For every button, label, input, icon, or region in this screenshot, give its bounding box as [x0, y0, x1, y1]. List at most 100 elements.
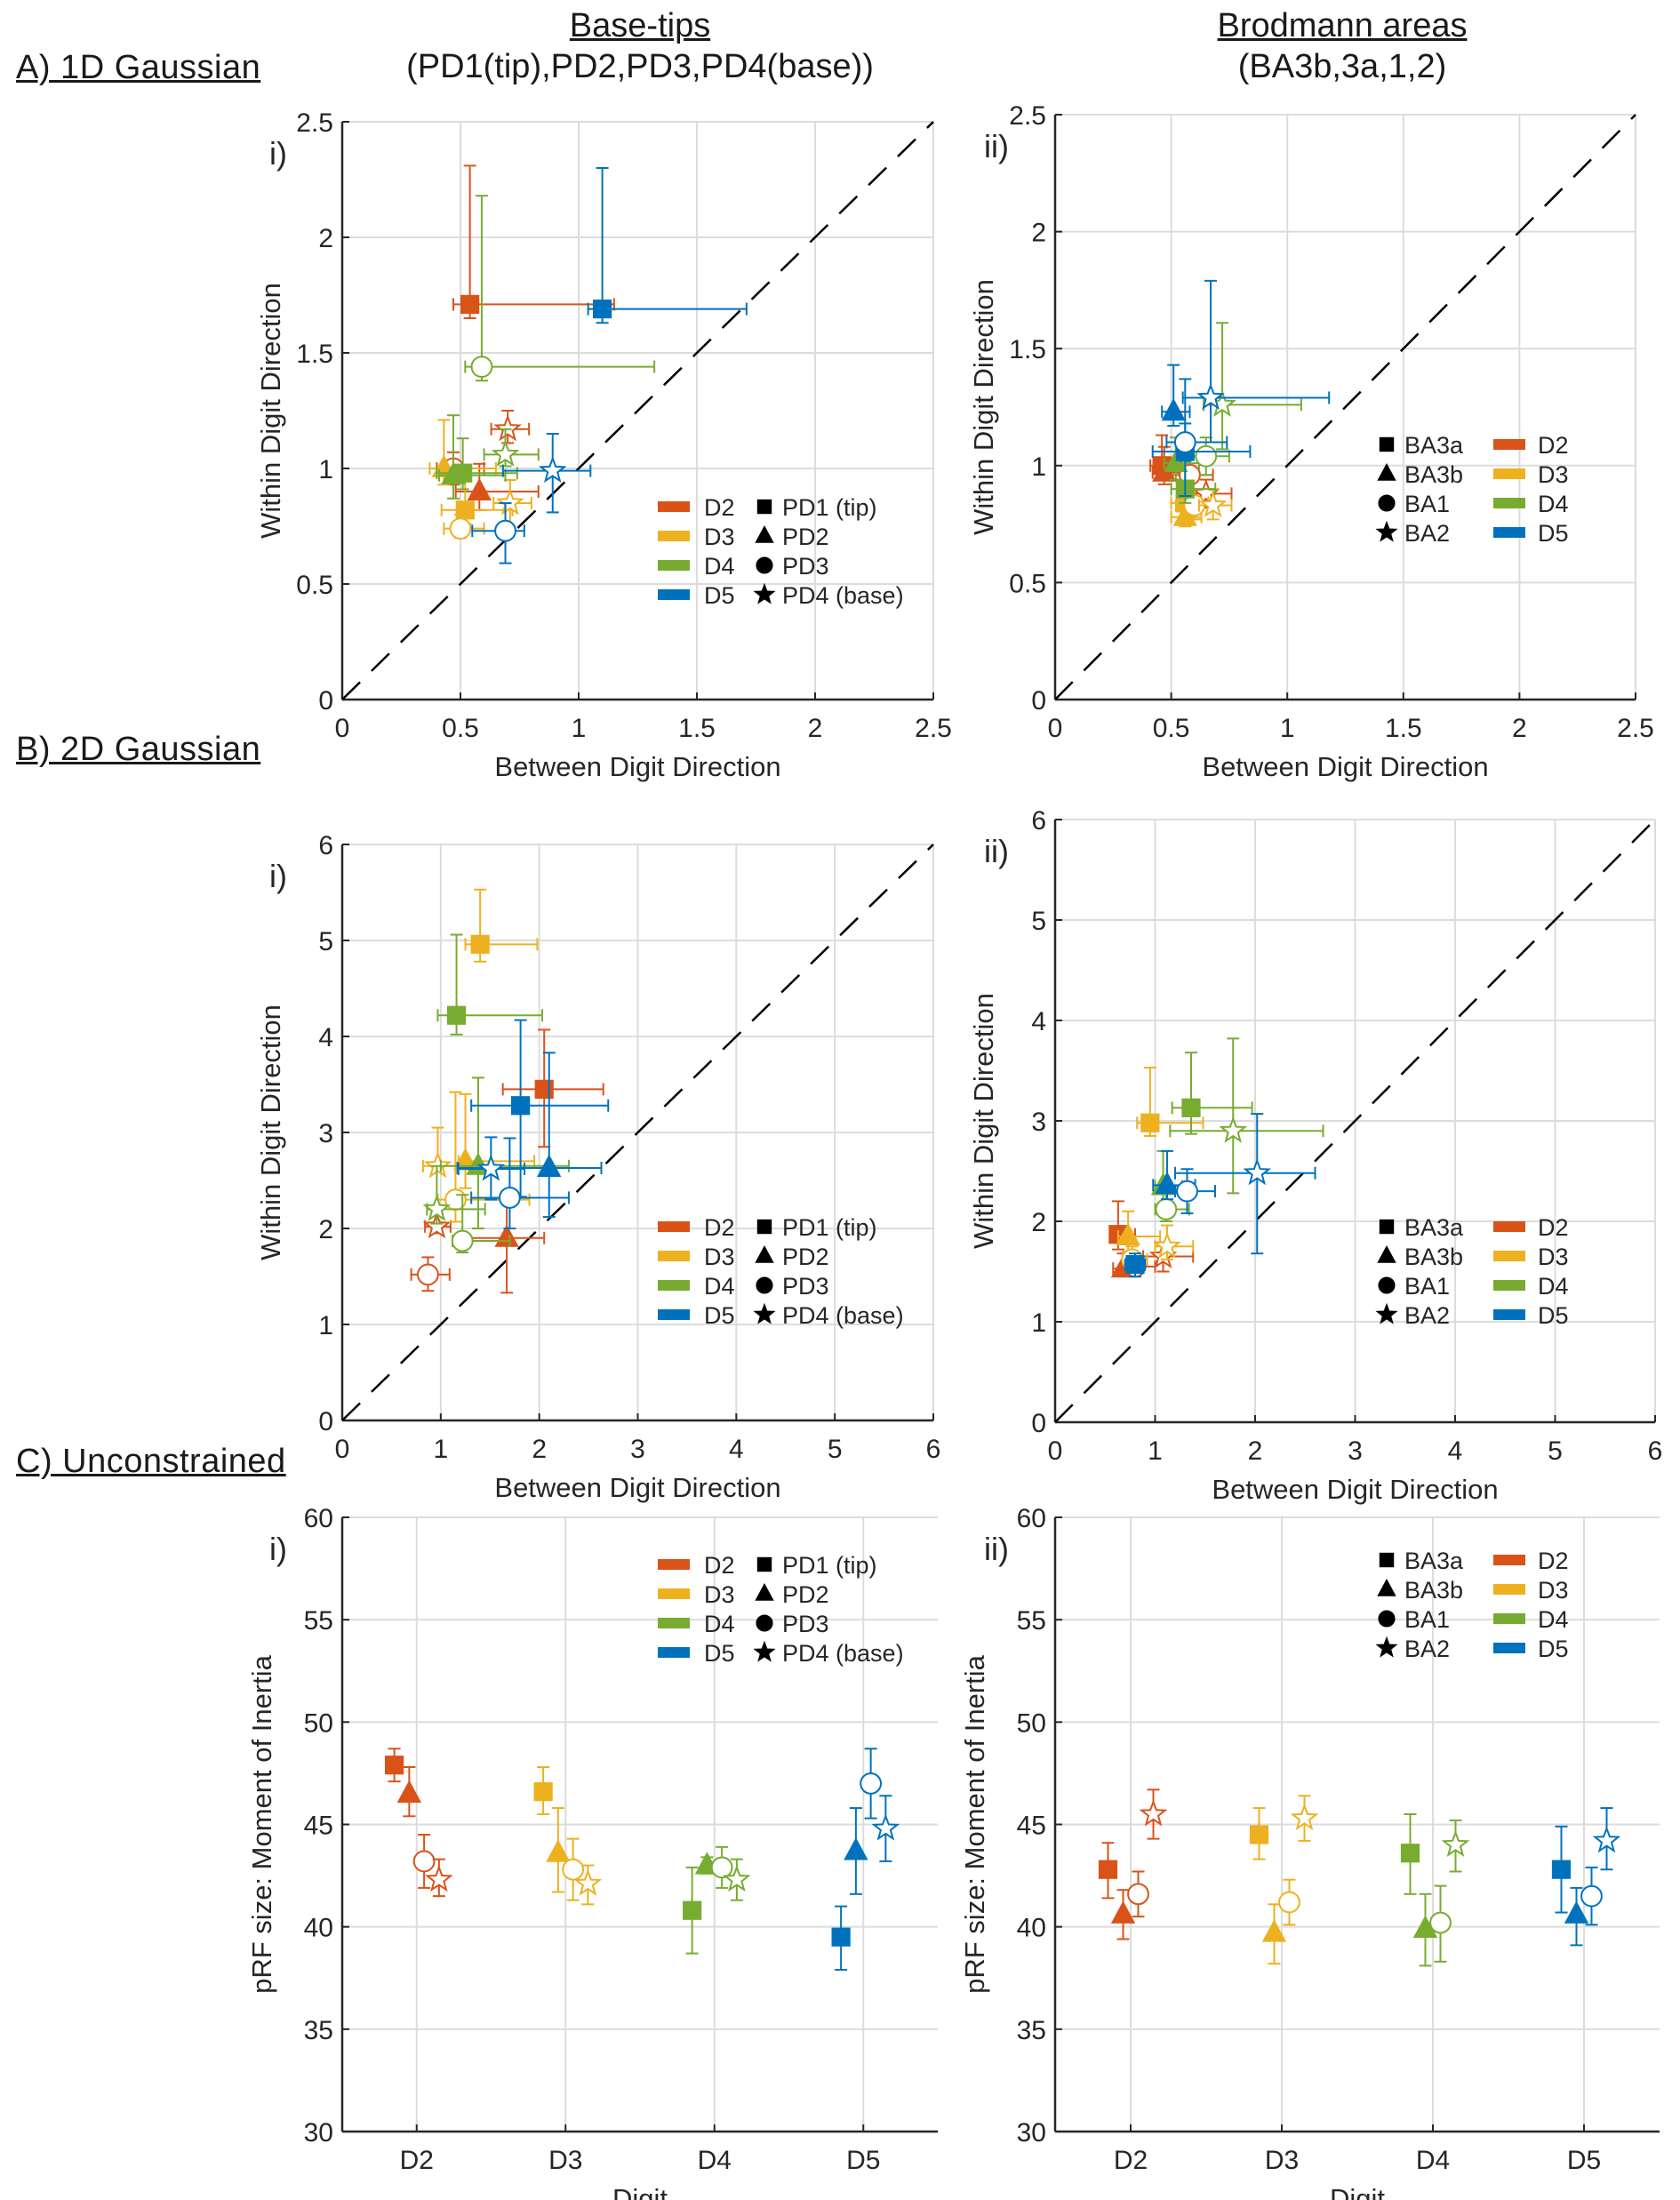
identity-line	[1054, 819, 1656, 1423]
data-point-d4-star	[1441, 1819, 1470, 1873]
circle-marker	[1278, 1891, 1300, 1914]
data-point-d2-star	[425, 1858, 453, 1898]
column-title: Brodmann areas	[1217, 7, 1468, 44]
x-tick-label: 1.5	[678, 714, 716, 743]
square-marker	[683, 1900, 702, 1920]
legend-marker-label: PD4 (base)	[782, 1640, 904, 1667]
legend-swatch-d5	[658, 1647, 690, 1658]
circle-marker	[562, 1858, 585, 1881]
legend-square-icon	[756, 499, 772, 515]
column-subtitle: (BA3b,3a,1,2)	[1237, 48, 1447, 85]
data-point-d3-square	[1136, 1067, 1204, 1137]
square-marker	[533, 1782, 553, 1802]
star-marker	[496, 488, 524, 516]
x-tick-label: D2	[400, 2146, 434, 2175]
data-point-d3-triangle	[1261, 1903, 1287, 1965]
circle-marker	[710, 1856, 733, 1879]
star-marker	[1243, 1158, 1272, 1186]
data-point-d5-circle	[1580, 1866, 1603, 1926]
y-axis-title: Within Digit Direction	[255, 283, 286, 539]
x-tick-label: 4	[1448, 1436, 1463, 1466]
y-tick-label: 30	[1017, 2118, 1046, 2148]
x-tick-label: 0	[1048, 714, 1063, 743]
column-subtitle: (PD1(tip),PD2,PD3,PD4(base))	[406, 48, 874, 85]
y-tick-label: 2.5	[296, 108, 333, 138]
legend-star-icon	[753, 1640, 776, 1662]
circle-marker	[1176, 1180, 1198, 1203]
triangle-marker	[441, 461, 466, 484]
legend-marker-label: PD1 (tip)	[782, 494, 877, 521]
legend-marker-label: BA2	[1404, 520, 1450, 547]
x-tick-label: D5	[846, 2146, 880, 2175]
legend-swatch-d2	[1493, 1221, 1525, 1232]
y-tick-label: 50	[1017, 1708, 1046, 1738]
legend-digit-label: D5	[704, 582, 735, 609]
legend-marker-label: PD2	[782, 1244, 829, 1270]
star-marker	[1592, 1826, 1621, 1853]
legend-digit-label: D5	[704, 1302, 735, 1329]
section-label-b: B) 2D Gaussian	[16, 731, 261, 768]
legend-swatch-d4	[658, 560, 690, 571]
data-point-d5-triangle	[844, 1807, 868, 1895]
legend-digit-label: D2	[704, 494, 735, 521]
x-tick-label: 6	[926, 1435, 941, 1464]
y-tick-label: 2	[1031, 219, 1046, 248]
data-point-d4-circle	[710, 1845, 733, 1889]
data-point-d4-star	[723, 1858, 751, 1901]
legend-digit-label: D4	[1538, 491, 1569, 517]
y-tick-label: 0.5	[296, 571, 333, 600]
circle-marker	[1429, 1911, 1452, 1934]
legend-swatch-d4	[1493, 1280, 1525, 1291]
legend-swatch-d3	[1493, 1584, 1525, 1595]
identity-line	[341, 121, 934, 700]
legend-marker-label: BA3a	[1404, 1214, 1464, 1241]
data-point-d3-star	[1290, 1795, 1319, 1842]
legend-swatch-d3	[658, 531, 690, 541]
y-axis-title: Within Digit Direction	[968, 993, 999, 1249]
x-tick-label: 0.5	[1153, 714, 1190, 743]
x-tick-label: D4	[1416, 2146, 1450, 2175]
panel-label: i)	[269, 135, 287, 172]
circle-marker	[449, 517, 472, 540]
data-point-d3-star	[573, 1864, 603, 1906]
y-axis-title: Within Digit Direction	[255, 1004, 286, 1260]
legend-star-icon	[753, 1302, 776, 1324]
star-marker	[1441, 1829, 1470, 1858]
y-tick-label: 0	[318, 686, 333, 716]
star-marker	[538, 455, 567, 484]
legend-square-icon	[1379, 1552, 1395, 1568]
square-marker	[1400, 1844, 1420, 1863]
star-marker	[1290, 1803, 1319, 1831]
data-points	[1149, 279, 1331, 528]
y-tick-label: 40	[304, 1914, 333, 1943]
legend-marker-label: PD2	[782, 1581, 829, 1608]
data-point-d3-square	[464, 888, 539, 963]
y-tick-label: 1	[1031, 1308, 1046, 1338]
circle-marker	[1580, 1884, 1603, 1908]
data-point-d2-triangle	[1110, 1889, 1136, 1940]
legend-swatch-d3	[1493, 468, 1525, 479]
y-tick-label: 2	[318, 224, 333, 253]
data-point-d5-star	[1174, 1113, 1316, 1255]
data-points	[1098, 1788, 1621, 1967]
legend-swatch-d4	[1493, 498, 1525, 508]
legend-digit-label: D4	[1538, 1606, 1569, 1633]
legend-swatch-d2	[1493, 439, 1525, 450]
x-tick-label: 3	[630, 1435, 645, 1464]
x-tick-label: 2	[1248, 1436, 1263, 1466]
legend-digit-label: D2	[1538, 432, 1569, 459]
data-point-d2-circle	[1127, 1870, 1149, 1918]
data-point-d5-star	[871, 1795, 900, 1862]
square-marker	[593, 300, 612, 319]
data-point-d2-star	[1139, 1788, 1168, 1840]
legend-digit-label: D3	[704, 1244, 735, 1270]
y-tick-label: 60	[304, 1504, 333, 1533]
legend-marker-label: PD4 (base)	[782, 1302, 904, 1329]
legend-square-icon	[756, 1556, 772, 1572]
